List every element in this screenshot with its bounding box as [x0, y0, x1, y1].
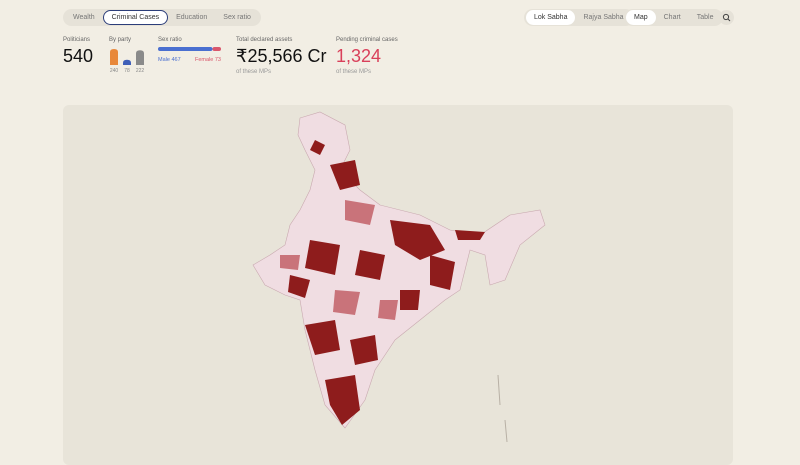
stat-label: Sex ratio [158, 37, 182, 43]
high-case-regions [288, 140, 485, 425]
stat-note: of these MPs [236, 69, 272, 75]
male-label: Male 467 [158, 57, 181, 63]
house-tabs: Lok Sabha Rajya Sabha [524, 9, 634, 26]
female-bar [212, 47, 221, 51]
female-count: 73 [215, 57, 221, 63]
islands [497, 374, 508, 443]
mid-case-regions [280, 200, 398, 320]
stat-label: By party [109, 37, 132, 43]
politicians-stat: Politicians 540 [63, 37, 93, 67]
stat-label: Politicians [63, 37, 91, 43]
search-button[interactable] [719, 10, 734, 25]
male-label-text: Male [158, 57, 170, 63]
topic-tabs: Wealth Criminal Cases Education Sex ratio [63, 9, 261, 26]
female-label: Female 73 [195, 57, 221, 63]
tab[interactable]: Table [696, 14, 714, 21]
tab[interactable]: Criminal Cases [102, 10, 169, 25]
tab[interactable]: Rajya Sabha [583, 14, 624, 21]
stat-label: Pending criminal cases [336, 37, 398, 43]
party-bar [123, 59, 131, 65]
country-outline[interactable] [252, 111, 546, 429]
stat-label: Total declared assets [236, 37, 293, 43]
party-stat: By party 240 78 222 [109, 37, 154, 78]
party-bar-label: 222 [136, 68, 145, 73]
female-label-text: Female [195, 57, 213, 63]
stat-value: 540 [63, 46, 94, 66]
tab[interactable]: Lok Sabha [526, 10, 576, 25]
assets-stat: Total declared assets ₹25,566 Cr of thes… [236, 37, 327, 75]
party-bar-label: 78 [124, 68, 130, 73]
party-bar [136, 50, 144, 65]
tab[interactable]: Map [626, 10, 656, 25]
party-bars: 240 78 222 [110, 49, 145, 74]
criminal-stat: Pending criminal cases 1,324 of these MP… [336, 37, 398, 75]
male-bar [158, 47, 213, 51]
view-tabs: Map Chart Table [624, 9, 724, 26]
party-bar [110, 49, 118, 65]
tab[interactable]: Sex ratio [223, 14, 251, 21]
sex-ratio-stat: Sex ratio Male 467 Female 73 [158, 37, 228, 70]
sex-ratio-bar: Male 467 Female 73 [158, 47, 221, 63]
search-icon [722, 13, 731, 22]
party-bar-label: 240 [110, 68, 119, 73]
stat-note: of these MPs [336, 69, 372, 75]
tab[interactable]: Education [176, 14, 208, 21]
tab[interactable]: Chart [663, 14, 681, 21]
stat-value: 1,324 [336, 46, 382, 66]
tab[interactable]: Wealth [73, 14, 95, 21]
map-panel [63, 105, 733, 465]
male-count: 467 [171, 57, 180, 63]
stat-value: ₹25,566 Cr [236, 46, 327, 66]
